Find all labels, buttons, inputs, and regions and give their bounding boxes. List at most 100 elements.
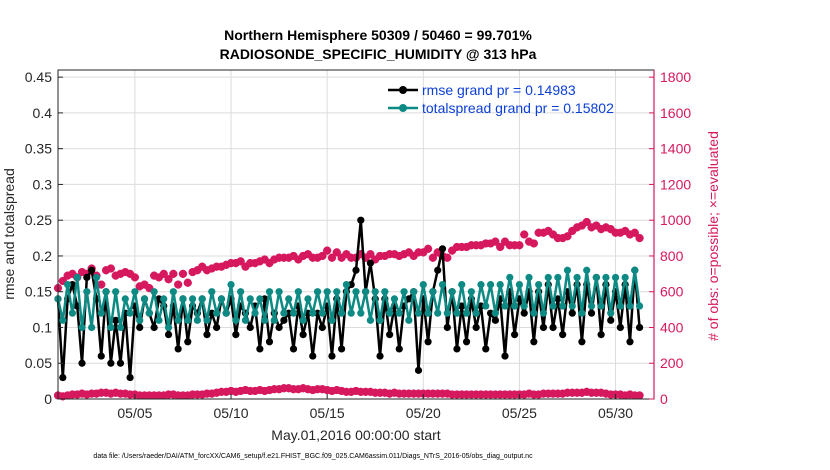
obs-possible-cross	[366, 250, 375, 259]
totalspread-point	[405, 316, 413, 324]
totalspread-point	[83, 288, 91, 296]
y-left-tick-label: 0.25	[25, 212, 52, 228]
obs-possible-cross	[198, 262, 207, 271]
rmse-point	[357, 216, 365, 224]
totalspread-point	[535, 280, 543, 289]
totalspread-point	[198, 295, 206, 303]
rmse-point	[164, 331, 173, 339]
rmse-point	[280, 316, 288, 324]
obs-possible-cross	[515, 241, 524, 250]
obs-possible-cross	[621, 226, 630, 235]
obs-possible-cross	[178, 269, 187, 278]
y-left-tick-label: 0.05	[25, 355, 52, 371]
totalspread-line	[56, 269, 641, 329]
rmse-point	[458, 302, 466, 310]
x-axis-label: May.01,2016 00:00:00 start	[271, 427, 441, 443]
totalspread-point	[107, 323, 115, 332]
totalspread-point	[323, 288, 331, 296]
totalspread-point	[631, 266, 639, 274]
totalspread-point	[294, 288, 302, 296]
totalspread-point	[136, 316, 144, 324]
rmse-point	[97, 352, 105, 360]
obs-possible-cross	[544, 226, 553, 235]
obs-possible-cross	[496, 243, 505, 252]
y-right-tick-label: 800	[660, 248, 684, 264]
totalspread-point	[525, 273, 533, 282]
y-right-tick-label: 1200	[660, 176, 691, 192]
totalspread-point	[530, 309, 538, 317]
legend-rmse-marker	[399, 86, 407, 94]
rmse-point	[213, 323, 221, 332]
rmse-point	[434, 266, 442, 274]
obs-possible-cross	[577, 221, 586, 230]
rmse-point	[554, 295, 562, 303]
totalspread-point	[261, 316, 269, 324]
totalspread-point	[68, 309, 77, 317]
totalspread-point	[362, 288, 370, 296]
totalspread-point	[313, 288, 322, 296]
totalspread-point	[352, 288, 360, 296]
totalspread-point	[486, 280, 495, 289]
obs-possible-cross	[337, 253, 346, 262]
totalspread-point	[285, 295, 293, 303]
totalspread-point	[414, 309, 423, 317]
obs-possible-cross	[592, 221, 601, 230]
y-left-tick-label: 0.2	[33, 248, 53, 264]
totalspread-point	[602, 273, 610, 282]
y-right-tick-label: 600	[660, 284, 684, 300]
totalspread-point	[121, 295, 129, 303]
totalspread-point	[342, 280, 350, 289]
legend-rmse-label: rmse grand pr = 0.14983	[422, 82, 576, 98]
rmse-point	[438, 245, 447, 253]
rmse-point	[78, 359, 86, 367]
rmse-point	[184, 338, 192, 346]
totalspread-point	[188, 295, 197, 303]
legend: rmse grand pr = 0.14983 totalspread gran…	[388, 82, 614, 116]
rmse-point	[116, 359, 125, 367]
y-right-tick-label: 1000	[660, 212, 691, 228]
totalspread-point	[482, 302, 490, 310]
x-tick-label: 05/15	[310, 405, 345, 421]
totalspread-point	[213, 309, 221, 317]
x-tick-label: 05/20	[406, 405, 441, 421]
rmse-point	[462, 338, 471, 346]
obs-possible-cross	[68, 269, 77, 278]
totalspread-point	[496, 280, 504, 289]
y-right-tick-label: 400	[660, 319, 684, 335]
totalspread-point	[126, 309, 134, 317]
totalspread-point	[611, 273, 620, 282]
totalspread-point	[270, 316, 278, 324]
obs-possible-cross	[491, 237, 500, 246]
rmse-point	[597, 331, 605, 339]
rmse-point	[626, 338, 634, 346]
totalspread-point	[563, 266, 572, 274]
rmse-point	[539, 323, 548, 332]
x-tick-label: 05/05	[117, 405, 152, 421]
series-possible	[53, 217, 644, 293]
rmse-point	[491, 316, 499, 324]
obs-possible-cross	[323, 246, 332, 255]
obs-possible-cross	[529, 239, 538, 248]
totalspread-point	[150, 288, 158, 296]
obs-possible-cross	[630, 228, 639, 237]
totalspread-point	[511, 302, 519, 310]
totalspread-point	[410, 288, 418, 296]
obs-possible-cross	[174, 280, 183, 289]
rmse-point	[453, 345, 461, 353]
obs-possible-cross	[448, 246, 457, 255]
obs-possible-cross	[130, 273, 139, 282]
rmse-point	[559, 331, 567, 339]
obs-possible-cross	[606, 225, 615, 234]
totalspread-point	[241, 316, 250, 324]
series-layer	[53, 216, 644, 401]
totalspread-point	[390, 295, 399, 303]
totalspread-point	[237, 288, 245, 296]
totalspread-point	[376, 316, 384, 324]
totalspread-point	[222, 309, 230, 317]
obs-possible-cross	[428, 253, 437, 262]
obs-possible-cross	[260, 255, 269, 264]
totalspread-point	[381, 288, 389, 296]
totalspread-point	[520, 302, 528, 310]
obs-possible-cross	[568, 226, 577, 235]
footnote: data file: /Users/raeder/DAI/ATM_forcXX/…	[93, 453, 533, 460]
